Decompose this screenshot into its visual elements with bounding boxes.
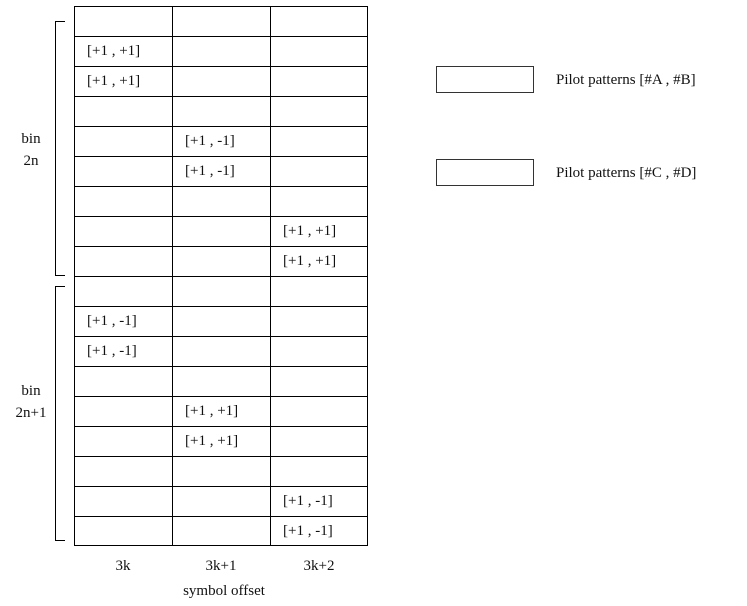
pilot-cell-label: [+1 , +1]: [185, 403, 239, 419]
legend-label-cd: Pilot patterns [#C , #D]: [556, 165, 697, 181]
pilot-cell-label: [+1 , +1]: [185, 433, 239, 449]
pilot-cell-label: [+1 , -1]: [283, 523, 333, 539]
grid-row-line: [75, 36, 367, 37]
grid-row-line: [75, 456, 367, 457]
pilot-cell-label: [+1 , +1]: [283, 223, 337, 239]
grid-row-line: [75, 66, 367, 67]
bin-2n-label-line1: bin: [21, 131, 41, 147]
bin-2n1-label: bin 2n+1: [6, 380, 56, 424]
legend-label-ab: Pilot patterns [#A , #B]: [556, 72, 696, 88]
pilot-cell-label: [+1 , +1]: [87, 73, 141, 89]
pilot-grid: [+1 , +1] [+1 , +1] [+1 , -1] [+1 , -1] [+1 …: [74, 6, 368, 546]
bin-2n1-bracket: [55, 286, 65, 541]
pilot-cell-label: [+1 , -1]: [185, 133, 235, 149]
grid-row-line: [75, 96, 367, 97]
column-label-3k1: 3k+1: [205, 558, 237, 574]
grid-row-line: [75, 246, 367, 247]
bin-2n-label-line2: 2n: [23, 153, 39, 169]
grid-row-line: [75, 216, 367, 217]
pilot-cell-label: [+1 , -1]: [87, 313, 137, 329]
grid-row-line: [75, 126, 367, 127]
bin-2n-bracket: [55, 21, 65, 276]
grid-row-line: [75, 186, 367, 187]
bin-2n1-label-line1: bin: [21, 383, 41, 399]
pilot-cell-label: [+1 , -1]: [185, 163, 235, 179]
column-label-3k2: 3k+2: [303, 558, 335, 574]
pilot-cell-label: [+1 , +1]: [87, 43, 141, 59]
grid-row-line: [75, 276, 367, 277]
grid-row-line: [75, 366, 367, 367]
grid-row-line: [75, 486, 367, 487]
legend-swatch-ab: [436, 66, 534, 93]
grid-row-line: [75, 396, 367, 397]
pilot-cell-label: [+1 , -1]: [283, 493, 333, 509]
grid-row-line: [75, 306, 367, 307]
column-label-3k: 3k: [115, 558, 131, 574]
pilot-cell-label: [+1 , -1]: [87, 343, 137, 359]
bin-2n-label: bin 2n: [6, 128, 56, 172]
bin-2n1-label-line2: 2n+1: [15, 405, 47, 421]
grid-row-line: [75, 336, 367, 337]
grid-row-line: [75, 156, 367, 157]
x-axis-label: symbol offset: [183, 583, 265, 599]
grid-row-line: [75, 426, 367, 427]
legend-swatch-cd: [436, 159, 534, 186]
grid-row-line: [75, 516, 367, 517]
pilot-cell-label: [+1 , +1]: [283, 253, 337, 269]
